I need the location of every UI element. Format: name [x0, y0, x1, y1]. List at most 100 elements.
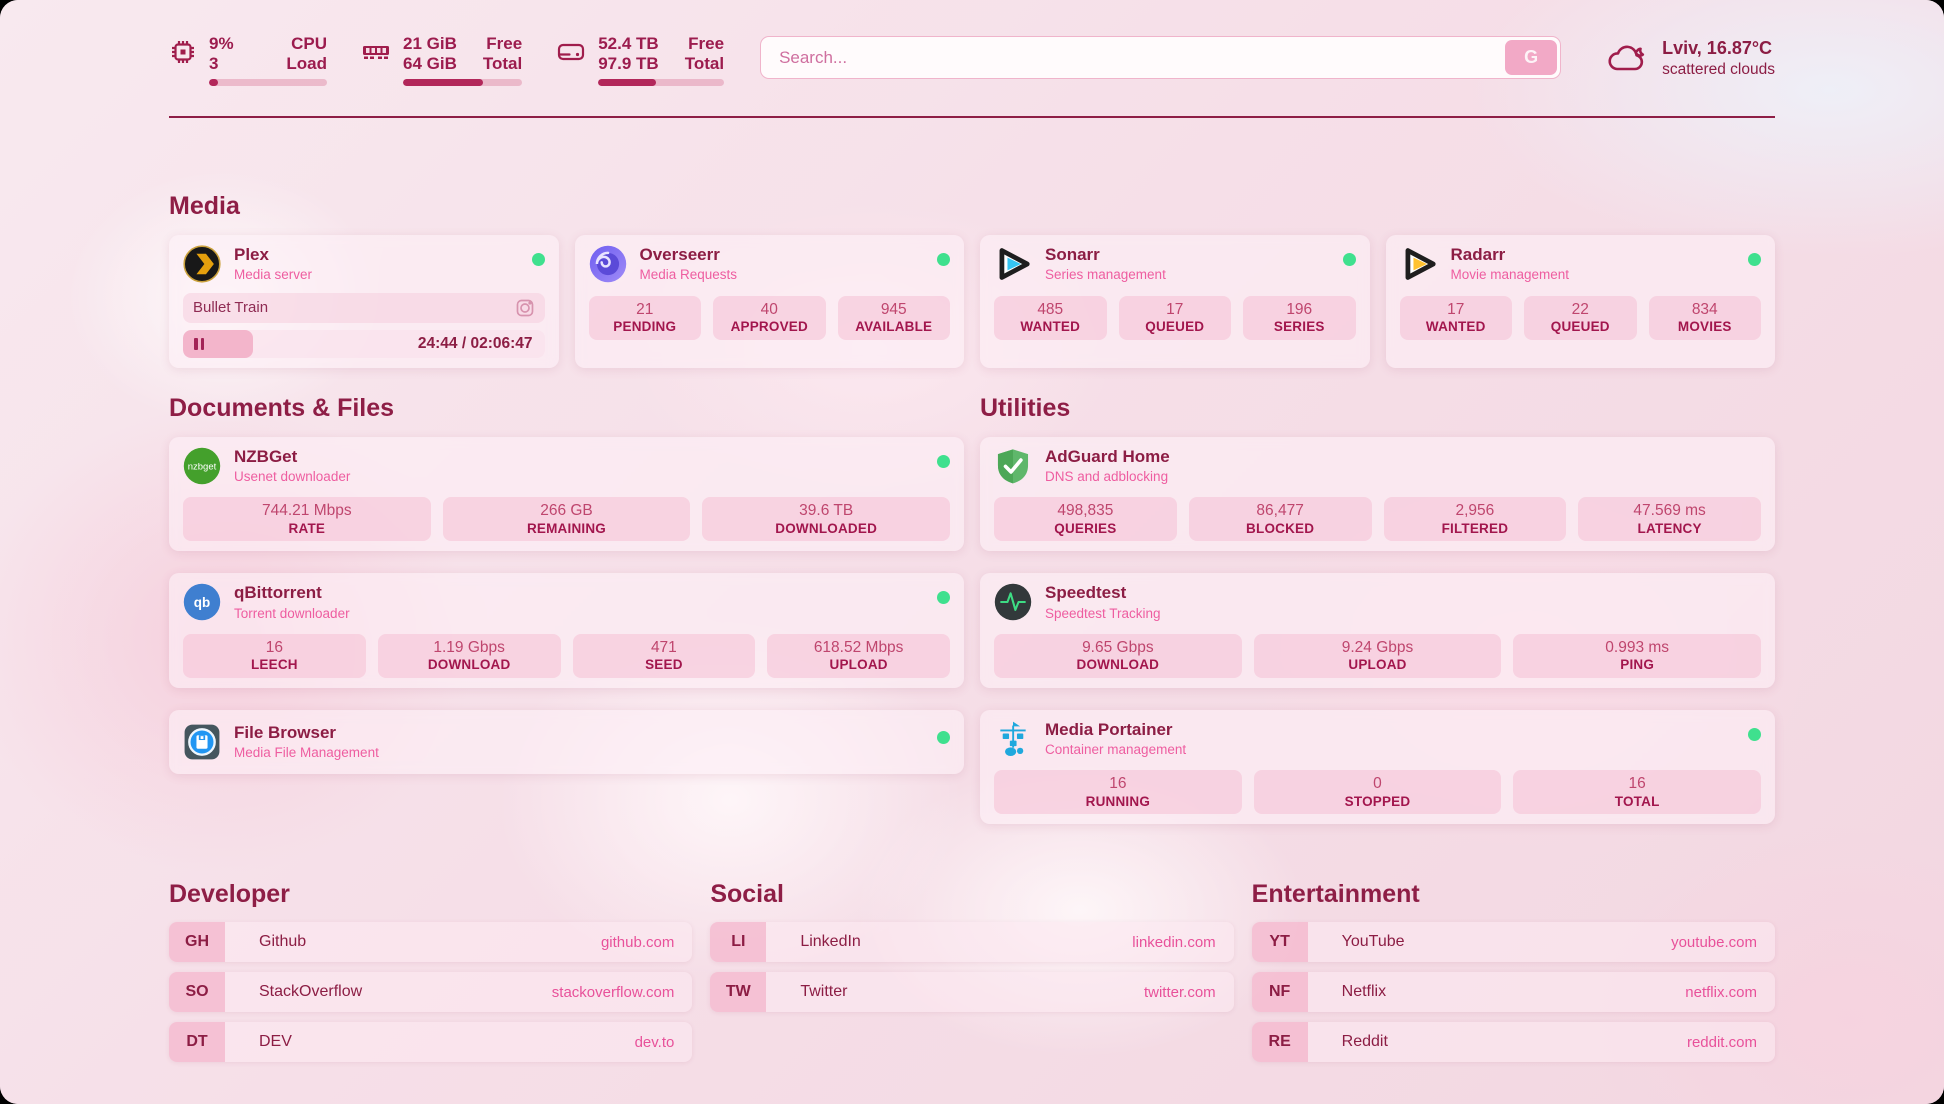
developer-section-title: Developer [169, 880, 290, 909]
bookmark-netflix[interactable]: NF Netflix netflix.com [1251, 972, 1775, 1013]
portainer-title: Media Portainer [1045, 719, 1173, 739]
memory-progress-bar [403, 79, 523, 87]
plex-title: Plex [234, 245, 269, 264]
portainer-stat-stopped: 0 STOPPED [1253, 770, 1502, 815]
overseerr-icon [589, 245, 627, 283]
cpu-progress-bar [209, 79, 327, 87]
portainer-status-dot [1748, 727, 1761, 741]
bookmark-reddit[interactable]: RE Reddit reddit.com [1251, 1022, 1775, 1063]
plex-now-playing-row: Bullet Train [183, 292, 545, 323]
twitter-abbr-badge: TW [710, 972, 767, 1013]
radarr-stat-wanted: 17 WANTED [1399, 295, 1512, 340]
sonarr-icon [994, 245, 1032, 283]
qbittorrent-stat-upload: 618.52 Mbps UPLOAD [767, 633, 950, 678]
disk-labels: Free Total [684, 34, 725, 74]
cpu-values: 9% 3 [209, 34, 234, 74]
pause-icon [194, 337, 204, 350]
qbittorrent-stat-leech: 16 LEECH [183, 633, 366, 678]
weather-widget: Lviv, 16.87°C scattered clouds [1607, 37, 1775, 79]
qbittorrent-stat-download: 1.19 Gbps DOWNLOAD [377, 633, 561, 678]
youtube-label: YouTube [1341, 933, 1405, 951]
sonarr-stat-wanted: 485 WANTED [994, 295, 1107, 340]
adguard-stat-blocked: 86,477 BLOCKED [1188, 497, 1372, 542]
portainer-card[interactable]: Media Portainer Container management 16 R… [980, 709, 1775, 825]
netflix-abbr-badge: NF [1251, 972, 1308, 1013]
speedtest-stat-download: 9.65 Gbps DOWNLOAD [994, 633, 1242, 678]
qbittorrent-card[interactable]: qb qBittorrent Torrent downloader 16 LEEC… [169, 573, 964, 688]
qbittorrent-stat-seed: 471 SEED [572, 633, 756, 678]
section-media: Media Plex Media server [169, 192, 1775, 368]
adguard-icon [994, 447, 1032, 485]
portainer-stat-running: 16 RUNNING [994, 770, 1242, 815]
nzbget-icon: nzbget [183, 447, 221, 485]
filebrowser-title: File Browser [234, 722, 337, 742]
cpu-icon [169, 38, 197, 66]
overseerr-stat-approved: 40 APPROVED [713, 295, 826, 340]
disk-progress-bar [598, 79, 725, 87]
sonarr-card[interactable]: Sonarr Series management 485 WANTED 17 QUE… [980, 235, 1370, 368]
filebrowser-subtitle: Media File Management [234, 745, 379, 761]
entertainment-section-title: Entertainment [1251, 880, 1420, 909]
bookmark-linkedin[interactable]: LI LinkedIn linkedin.com [710, 922, 1234, 963]
radarr-subtitle: Movie management [1450, 267, 1570, 283]
sonarr-stat-series: 196 SERIES [1243, 295, 1356, 340]
bookmark-stackoverflow[interactable]: SO StackOverflow stackoverflow.com [169, 972, 693, 1013]
qbittorrent-icon: qb [183, 583, 221, 621]
search-engine-button[interactable]: G [1505, 40, 1558, 75]
qbittorrent-status-dot [937, 591, 950, 605]
reddit-label: Reddit [1341, 1033, 1388, 1051]
github-label: Github [259, 933, 307, 951]
adguard-card[interactable]: AdGuard Home DNS and adblocking 498,835 Q… [980, 436, 1775, 552]
bookmark-github[interactable]: GH Github github.com [169, 922, 693, 963]
section-documents: Documents & Files nzbget NZBGet Usenet d… [169, 394, 964, 825]
bookmark-youtube[interactable]: YT YouTube youtube.com [1251, 922, 1775, 963]
section-utilities: Utilities AdGuard Home [980, 394, 1775, 825]
disk-icon [556, 38, 586, 66]
nzbget-stat-remaining: 266 GB REMAINING [442, 497, 691, 542]
nzbget-status-dot [937, 454, 950, 468]
documents-section-title: Documents & Files [169, 393, 395, 422]
section-developer: Developer GH Github github.com SO StackO… [169, 880, 693, 1063]
radarr-card[interactable]: Radarr Movie management 17 WANTED 22 QUEUE… [1385, 235, 1775, 368]
nzbget-subtitle: Usenet downloader [234, 468, 351, 484]
overseerr-card[interactable]: Overseerr Media Requests 21 PENDING 40 APP… [574, 235, 964, 368]
speedtest-title: Speedtest [1045, 583, 1127, 603]
reddit-url: reddit.com [1686, 1033, 1757, 1051]
video-session-icon [515, 298, 535, 318]
nzbget-stat-rate: 744.21 Mbps RATE [183, 497, 431, 542]
radarr-status-dot [1748, 253, 1761, 266]
bookmark-dev[interactable]: DT DEV dev.to [169, 1022, 693, 1063]
media-section-title: Media [169, 192, 240, 220]
overseerr-subtitle: Media Requests [639, 267, 738, 283]
overseerr-status-dot [937, 253, 950, 266]
speedtest-card[interactable]: Speedtest Speedtest Tracking 9.65 Gbps DO… [980, 573, 1775, 688]
radarr-icon [1400, 245, 1438, 283]
plex-card[interactable]: Plex Media server Bullet Train [169, 235, 559, 368]
filebrowser-card[interactable]: File Browser Media File Management [169, 709, 964, 775]
adguard-title: AdGuard Home [1045, 446, 1170, 466]
dev-url: dev.to [634, 1033, 675, 1051]
radarr-stat-queued: 22 QUEUED [1524, 295, 1637, 340]
adguard-subtitle: DNS and adblocking [1045, 468, 1169, 484]
nzbget-title: NZBGet [234, 446, 298, 466]
filebrowser-status-dot [937, 730, 950, 744]
twitter-url: twitter.com [1143, 983, 1216, 1001]
dev-label: DEV [259, 1033, 292, 1051]
nzbget-card[interactable]: nzbget NZBGet Usenet downloader 744.21 M… [169, 436, 964, 552]
stackoverflow-label: StackOverflow [259, 983, 363, 1001]
bookmark-twitter[interactable]: TW Twitter twitter.com [710, 972, 1234, 1013]
github-url: github.com [600, 933, 675, 951]
top-bar: 9% 3 CPU Load [169, 34, 1775, 92]
speedtest-subtitle: Speedtest Tracking [1045, 605, 1161, 621]
plex-icon [183, 245, 221, 283]
search-input[interactable] [760, 36, 1562, 79]
sonarr-stat-queued: 17 QUEUED [1118, 295, 1231, 340]
cpu-widget: 9% 3 CPU Load [169, 34, 327, 87]
netflix-url: netflix.com [1685, 983, 1757, 1001]
adguard-stat-filtered: 2,956 FILTERED [1383, 497, 1567, 542]
speedtest-icon [994, 583, 1032, 621]
disk-widget: 52.4 TB 97.9 TB Free Total [556, 34, 725, 87]
svg-text:qb: qb [194, 595, 210, 610]
